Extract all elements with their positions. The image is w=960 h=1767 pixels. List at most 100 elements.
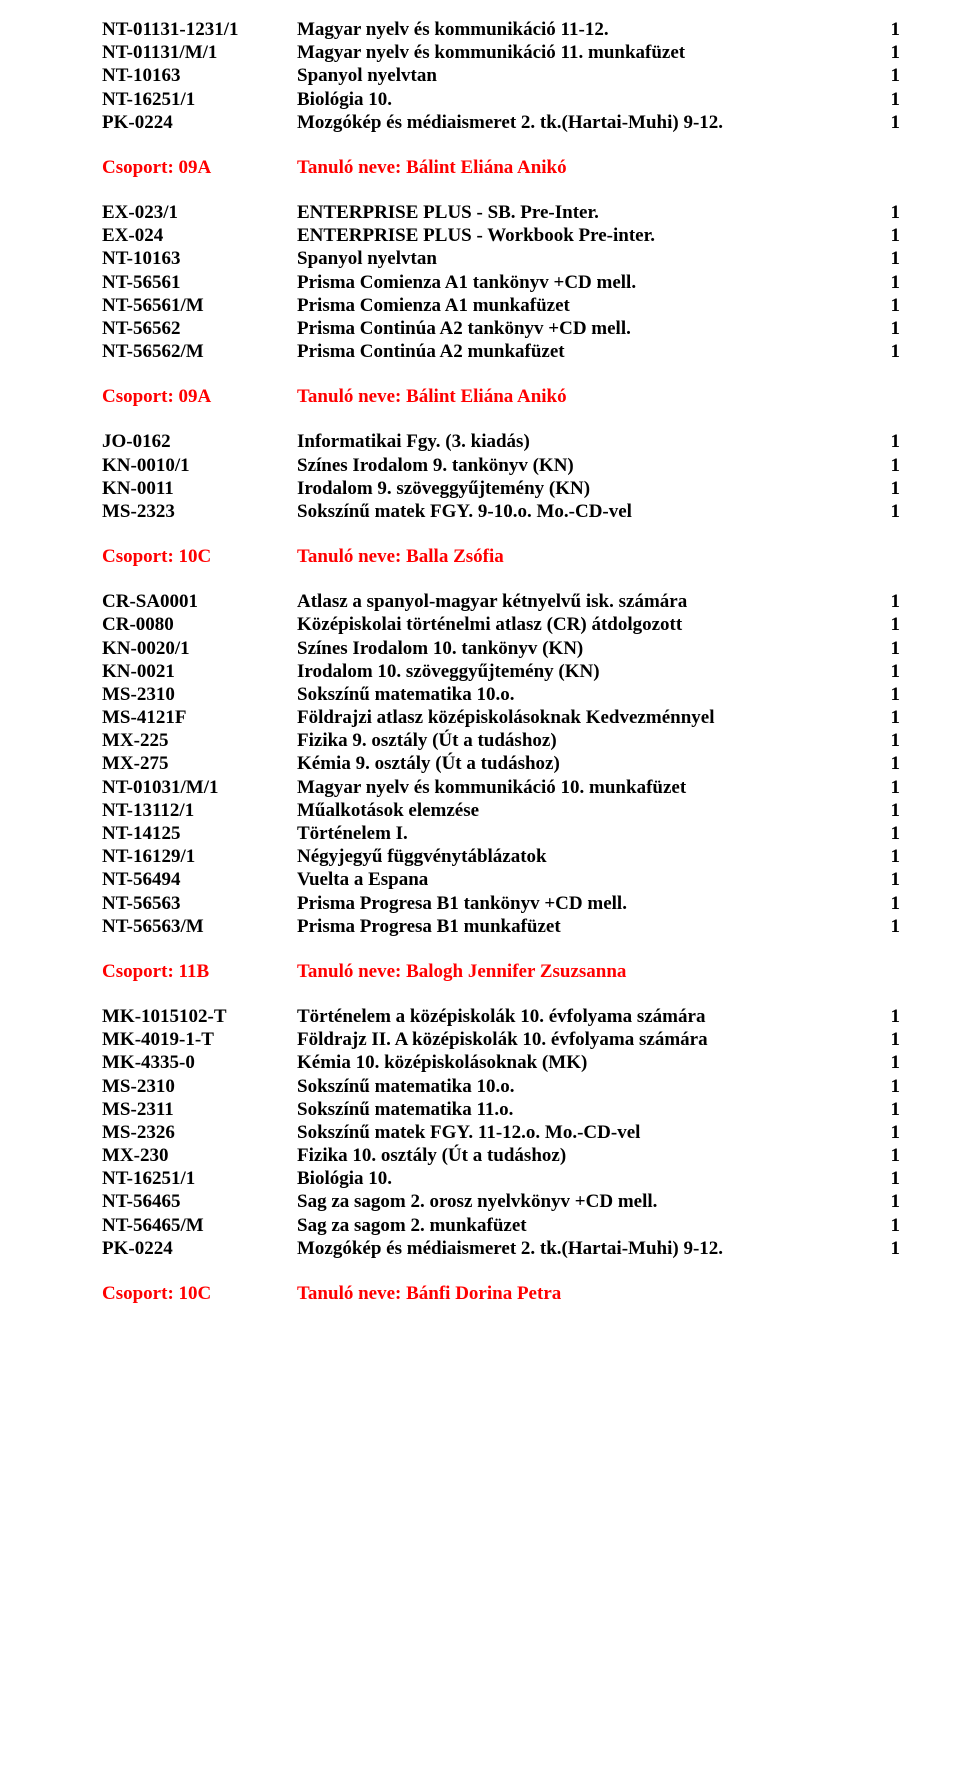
book-row-code: NT-16251/1 — [102, 1167, 297, 1190]
book-row-code: NT-14125 — [102, 822, 297, 845]
book-row: NT-56563/MPrisma Progresa B1 munkafüzet1 — [102, 915, 900, 938]
book-row: NT-01131-1231/1Magyar nyelv és kommuniká… — [102, 18, 900, 41]
book-row-title: Történelem I. — [297, 822, 870, 845]
book-row-qty: 1 — [870, 752, 900, 775]
book-row-title: Színes Irodalom 10. tankönyv (KN) — [297, 637, 870, 660]
book-row-qty: 1 — [870, 799, 900, 822]
book-row-qty: 1 — [870, 317, 900, 340]
book-row-code: KN-0010/1 — [102, 454, 297, 477]
book-row-qty: 1 — [870, 1167, 900, 1190]
book-row-code: NT-56563/M — [102, 915, 297, 938]
book-row-title: Spanyol nyelvtan — [297, 64, 870, 87]
book-row-qty: 1 — [870, 590, 900, 613]
book-row-title: Biológia 10. — [297, 88, 870, 111]
book-row-qty: 1 — [870, 247, 900, 270]
book-row-code: CR-0080 — [102, 613, 297, 636]
book-row-title: Mozgókép és médiaismeret 2. tk.(Hartai-M… — [297, 111, 870, 134]
book-row-title: Földrajz II. A középiskolák 10. évfolyam… — [297, 1028, 870, 1051]
book-row-qty: 1 — [870, 224, 900, 247]
book-row-qty: 1 — [870, 706, 900, 729]
book-row-code: NT-56562 — [102, 317, 297, 340]
book-row-qty: 1 — [870, 1028, 900, 1051]
book-row-code: MS-2326 — [102, 1121, 297, 1144]
book-row-qty: 1 — [870, 729, 900, 752]
book-row-title: Sag za sagom 2. munkafüzet — [297, 1214, 870, 1237]
book-row-code: MS-2311 — [102, 1098, 297, 1121]
book-row: KN-0021Irodalom 10. szöveggyűjtemény (KN… — [102, 660, 900, 683]
book-row-code: PK-0224 — [102, 1237, 297, 1260]
book-row-code: NT-56465 — [102, 1190, 297, 1213]
book-row-qty: 1 — [870, 18, 900, 41]
book-row-title: Prisma Comienza A1 munkafüzet — [297, 294, 870, 317]
group-header: Csoport: 09ATanuló neve: Bálint Eliána A… — [102, 385, 900, 408]
book-row-code: NT-56563 — [102, 892, 297, 915]
book-row-code: NT-10163 — [102, 64, 297, 87]
book-row: PK-0224Mozgókép és médiaismeret 2. tk.(H… — [102, 111, 900, 134]
book-row-qty: 1 — [870, 64, 900, 87]
book-row-title: Magyar nyelv és kommunikáció 11-12. — [297, 18, 870, 41]
book-row: NT-10163Spanyol nyelvtan1 — [102, 64, 900, 87]
book-row-qty: 1 — [870, 454, 900, 477]
book-row: MK-1015102-TTörténelem a középiskolák 10… — [102, 1005, 900, 1028]
book-row: NT-01131/M/1Magyar nyelv és kommunikáció… — [102, 41, 900, 64]
book-row: CR-0080Középiskolai történelmi atlasz (C… — [102, 613, 900, 636]
book-row-code: MS-4121F — [102, 706, 297, 729]
group-header-code: Csoport: 09A — [102, 385, 297, 408]
book-row-code: NT-56561 — [102, 271, 297, 294]
book-row: MX-225Fizika 9. osztály (Út a tudáshoz)1 — [102, 729, 900, 752]
book-row-qty: 1 — [870, 1237, 900, 1260]
book-row-title: Magyar nyelv és kommunikáció 11. munkafü… — [297, 41, 870, 64]
book-row-qty: 1 — [870, 776, 900, 799]
book-row-code: MK-1015102-T — [102, 1005, 297, 1028]
book-row-code: MS-2323 — [102, 500, 297, 523]
group-header-title: Tanuló neve: Balogh Jennifer Zsuzsanna — [297, 960, 900, 983]
book-row-code: MK-4335-0 — [102, 1051, 297, 1074]
booklist-document: NT-01131-1231/1Magyar nyelv és kommuniká… — [102, 18, 900, 1305]
book-row: MX-230Fizika 10. osztály (Út a tudáshoz)… — [102, 1144, 900, 1167]
book-row: KN-0020/1Színes Irodalom 10. tankönyv (K… — [102, 637, 900, 660]
book-row-qty: 1 — [870, 271, 900, 294]
book-row-qty: 1 — [870, 477, 900, 500]
book-row: MS-4121FFöldrajzi atlasz középiskolásokn… — [102, 706, 900, 729]
group-header: Csoport: 10CTanuló neve: Bánfi Dorina Pe… — [102, 1282, 900, 1305]
book-row: EX-024ENTERPRISE PLUS - Workbook Pre-int… — [102, 224, 900, 247]
book-row: NT-56494Vuelta a Espana1 — [102, 868, 900, 891]
book-row: NT-56465/MSag za sagom 2. munkafüzet1 — [102, 1214, 900, 1237]
book-row: NT-10163Spanyol nyelvtan1 — [102, 247, 900, 270]
book-row-title: Sag za sagom 2. orosz nyelvkönyv +CD mel… — [297, 1190, 870, 1213]
book-row-code: MX-275 — [102, 752, 297, 775]
book-row-title: Prisma Comienza A1 tankönyv +CD mell. — [297, 271, 870, 294]
book-row: KN-0010/1Színes Irodalom 9. tankönyv (KN… — [102, 454, 900, 477]
group-header: Csoport: 10CTanuló neve: Balla Zsófia — [102, 545, 900, 568]
book-row-title: Műalkotások elemzése — [297, 799, 870, 822]
book-row-code: NT-13112/1 — [102, 799, 297, 822]
book-row-qty: 1 — [870, 1190, 900, 1213]
book-row: JO-0162Informatikai Fgy. (3. kiadás)1 — [102, 430, 900, 453]
book-row-title: Sokszínű matematika 10.o. — [297, 1075, 870, 1098]
book-row-code: MS-2310 — [102, 683, 297, 706]
book-row-code: KN-0021 — [102, 660, 297, 683]
book-row: MS-2310Sokszínű matematika 10.o.1 — [102, 683, 900, 706]
group-header-code: Csoport: 11B — [102, 960, 297, 983]
book-row-qty: 1 — [870, 1121, 900, 1144]
book-row: NT-56561Prisma Comienza A1 tankönyv +CD … — [102, 271, 900, 294]
book-row-code: EX-024 — [102, 224, 297, 247]
group-header: Csoport: 09ATanuló neve: Bálint Eliána A… — [102, 156, 900, 179]
book-row-qty: 1 — [870, 1005, 900, 1028]
book-row-code: NT-16251/1 — [102, 88, 297, 111]
book-row-title: Vuelta a Espana — [297, 868, 870, 891]
book-row: EX-023/1ENTERPRISE PLUS - SB. Pre-Inter.… — [102, 201, 900, 224]
book-row-qty: 1 — [870, 1214, 900, 1237]
book-row-qty: 1 — [870, 637, 900, 660]
book-row-qty: 1 — [870, 111, 900, 134]
book-row: KN-0011Irodalom 9. szöveggyűjtemény (KN)… — [102, 477, 900, 500]
book-row: NT-56562Prisma Continúa A2 tankönyv +CD … — [102, 317, 900, 340]
book-row-title: Irodalom 10. szöveggyűjtemény (KN) — [297, 660, 870, 683]
book-row-title: Kémia 9. osztály (Út a tudáshoz) — [297, 752, 870, 775]
book-row-title: Négyjegyű függvénytáblázatok — [297, 845, 870, 868]
book-row-title: ENTERPRISE PLUS - SB. Pre-Inter. — [297, 201, 870, 224]
book-row-title: Középiskolai történelmi atlasz (CR) átdo… — [297, 613, 870, 636]
book-row-title: Magyar nyelv és kommunikáció 10. munkafü… — [297, 776, 870, 799]
book-row: NT-16129/1Négyjegyű függvénytáblázatok1 — [102, 845, 900, 868]
book-row: MK-4335-0Kémia 10. középiskolásoknak (MK… — [102, 1051, 900, 1074]
